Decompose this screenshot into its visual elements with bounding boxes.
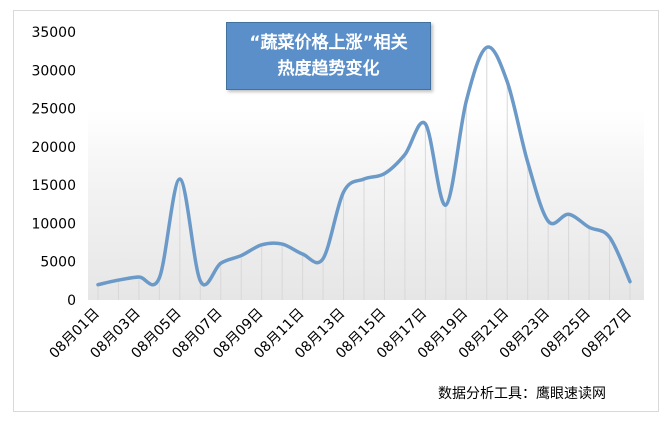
- data-point: [240, 254, 243, 257]
- data-point: [322, 257, 325, 260]
- data-point: [506, 80, 509, 83]
- data-point: [547, 220, 550, 223]
- y-tick-label: 25000: [31, 102, 76, 118]
- source-note: 数据分析工具：鹰眼速读网: [438, 386, 606, 402]
- data-point: [281, 243, 284, 246]
- data-point: [199, 279, 202, 282]
- data-point: [137, 276, 140, 279]
- data-point: [383, 172, 386, 175]
- data-point: [117, 279, 120, 282]
- y-axis: 0 5000 10000 15000 20000 25000 30000 35000: [31, 25, 76, 309]
- data-point: [363, 178, 366, 181]
- data-point: [260, 243, 263, 246]
- data-point: [219, 262, 222, 265]
- chart-title: “蔬菜价格上涨”相关 热度趋势变化: [226, 22, 431, 90]
- data-point: [465, 99, 468, 102]
- y-tick-label: 5000: [40, 255, 76, 271]
- y-tick-label: 15000: [31, 178, 76, 194]
- chart-title-line2: 热度趋势变化: [277, 59, 380, 79]
- data-point: [526, 161, 529, 164]
- y-tick-label: 10000: [31, 216, 76, 232]
- y-tick-label: 30000: [31, 63, 76, 79]
- plot-area-background: [88, 110, 644, 300]
- data-point: [567, 213, 570, 216]
- data-point: [444, 204, 447, 207]
- y-tick-label: 20000: [31, 140, 76, 156]
- x-axis: 08月01日08月03日08月05日08月07日08月09日08月11日08月1…: [47, 306, 635, 362]
- y-tick-label: 0: [67, 293, 76, 309]
- data-point: [588, 226, 591, 229]
- data-point: [424, 122, 427, 125]
- data-point: [97, 283, 100, 286]
- data-point: [629, 280, 632, 283]
- y-tick-label: 35000: [31, 25, 76, 41]
- data-point: [342, 191, 345, 194]
- data-point: [178, 178, 181, 181]
- data-point: [485, 46, 488, 49]
- data-point: [403, 153, 406, 156]
- data-point: [301, 253, 304, 256]
- chart-title-line1: “蔬菜价格上涨”相关: [249, 33, 408, 53]
- series-layer: [96, 45, 632, 287]
- data-point: [158, 276, 161, 279]
- data-point: [608, 236, 611, 239]
- series-line: [96, 45, 632, 287]
